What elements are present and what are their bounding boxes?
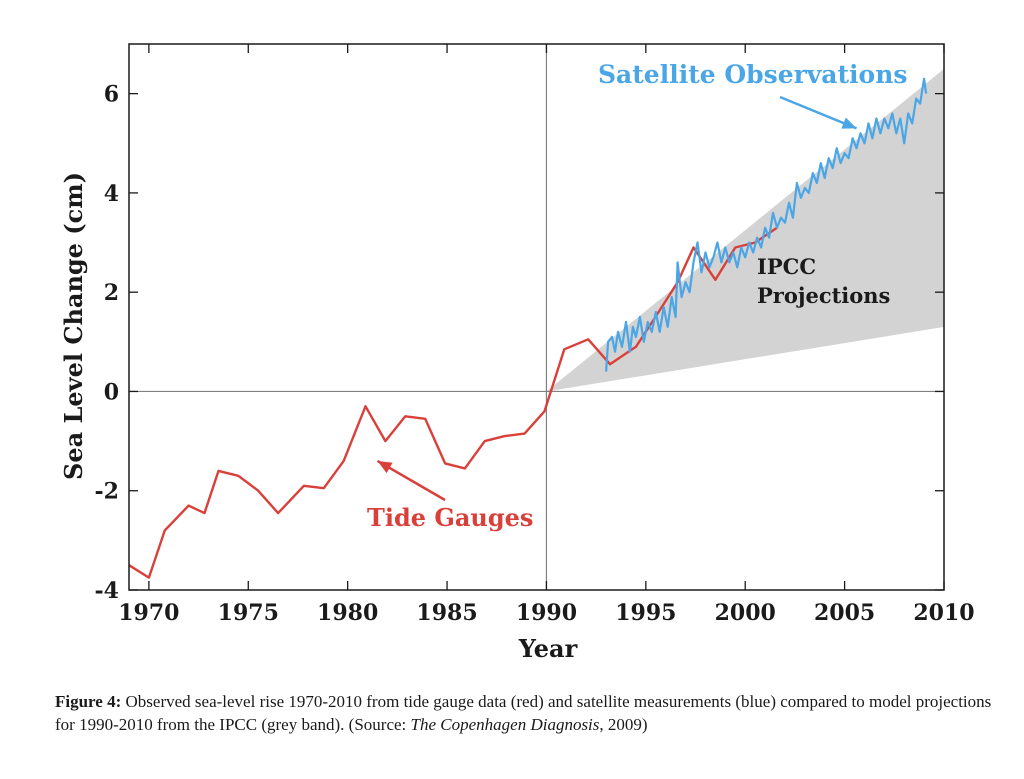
y-tick-label: 6 [104, 82, 119, 108]
x-tick-label: 1985 [416, 600, 477, 626]
ipcc-label-line2: Projections [757, 283, 890, 308]
y-tick-label: 2 [104, 280, 119, 306]
y-tick-label: 0 [104, 379, 119, 405]
x-tick-label: 2010 [913, 600, 974, 626]
x-tick-label: 1990 [516, 600, 577, 626]
x-tick-label: 2000 [715, 600, 776, 626]
ipcc-projection-band [546, 68, 944, 392]
x-tick-label: 2005 [814, 600, 875, 626]
y-tick-label: -2 [95, 479, 119, 505]
tide-gauges-annotation-label: Tide Gauges [367, 503, 533, 532]
ipcc-label-line1: IPCC [757, 254, 816, 279]
caption-text-2: , 2009) [599, 715, 648, 734]
caption-source: The Copenhagen Diagnosis [410, 715, 600, 734]
satellite-annotation-label: Satellite Observations [598, 60, 907, 89]
figure-caption: Figure 4: Observed sea-level rise 1970-2… [55, 690, 1005, 736]
x-tick-label: 1995 [615, 600, 676, 626]
y-axis-title: Sea Level Change (cm) [59, 172, 88, 480]
satellite-arrow-head [841, 117, 857, 129]
plot-frame [128, 43, 945, 591]
caption-label: Figure 4: [55, 692, 122, 711]
x-tick-label: 1975 [218, 600, 279, 626]
caption-text-1: Observed sea-level rise 1970-2010 from t… [55, 692, 992, 734]
plot-area: 1970 1975 1980 1985 1990 1995 2000 2005 2010 -4 -2… [95, 43, 975, 626]
satellite-series-line [605, 77, 928, 372]
y-tick-label: 4 [104, 181, 119, 207]
x-tick-label: 1980 [317, 600, 378, 626]
y-tick-label: -4 [95, 578, 119, 604]
x-axis-title: Year [518, 634, 578, 663]
x-tick-label: 1970 [118, 600, 179, 626]
sea-level-chart: 1970 1975 1980 1985 1990 1995 2000 2005 2010 -4 -2… [59, 43, 975, 663]
tide-gauge-series-line [128, 226, 778, 579]
tide-gauges-arrow-head [377, 460, 393, 474]
